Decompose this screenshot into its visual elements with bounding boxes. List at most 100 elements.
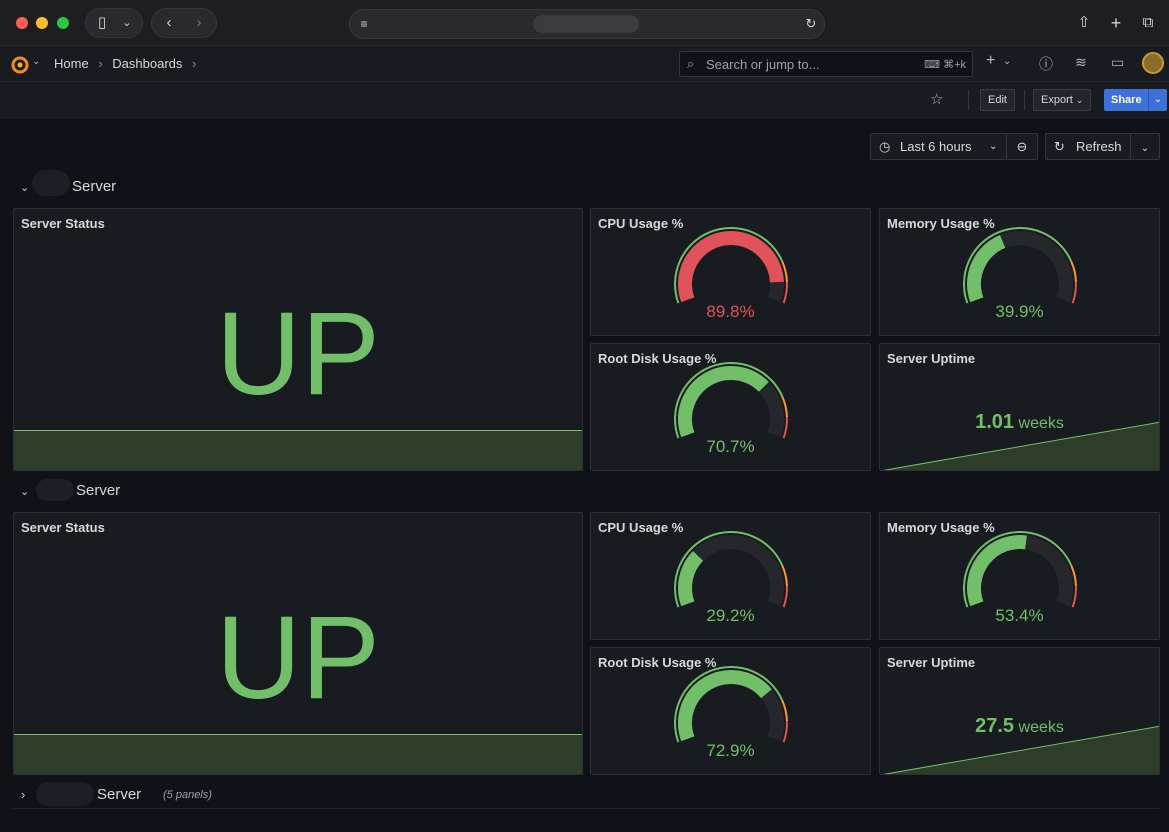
new-tab-icon[interactable]: + [1110, 13, 1122, 33]
share-button[interactable]: Share [1104, 89, 1149, 111]
search-input[interactable]: ⌕ Search or jump to... ⌨ ⌘+k [679, 51, 973, 77]
gauge-threshold [782, 586, 788, 608]
chevron-down-icon[interactable]: ⌄ [1003, 56, 1012, 67]
root-disk-usage-panel[interactable]: Root Disk Usage % 72.9% [590, 647, 871, 775]
reload-icon[interactable]: ↻ [805, 16, 817, 31]
gauge-threshold [674, 666, 784, 743]
gauge-value: 29.2% [706, 606, 755, 625]
chevron-down-icon[interactable]: ⌄ [32, 56, 41, 67]
gauge-value: 53.4% [995, 606, 1044, 625]
server-uptime-panel[interactable]: Server Uptime 27.5 weeks [879, 647, 1160, 775]
gauge-threshold [782, 417, 788, 439]
row-title[interactable]: Server [97, 786, 142, 803]
breadcrumb-home[interactable]: Home [54, 56, 89, 71]
zoom-out-icon: ⊖ [1016, 139, 1028, 154]
server-status-panel[interactable]: Server Status UP [13, 512, 583, 775]
forward-icon[interactable]: › [196, 14, 202, 31]
gauge-threshold [1070, 564, 1077, 587]
back-icon[interactable]: ‹ [166, 14, 172, 31]
search-shortcut: ⌨ ⌘+k [924, 59, 966, 71]
refresh-interval-button[interactable]: ⌄ [1130, 133, 1160, 160]
minimize-window-button[interactable] [36, 17, 48, 29]
gauge-value: 39.9% [995, 302, 1044, 321]
gauge-threshold [674, 531, 784, 608]
memory-usage-panel[interactable]: Memory Usage % 53.4% [879, 512, 1160, 640]
panel-title: CPU Usage % [598, 520, 684, 535]
server-uptime-panel[interactable]: Server Uptime 1.01 weeks [879, 343, 1160, 471]
cpu-usage-panel[interactable]: CPU Usage % 89.8% [590, 208, 871, 336]
help-icon[interactable]: ⓘ [1039, 56, 1053, 72]
panel-title: Root Disk Usage % [598, 655, 717, 670]
clock-icon: ◷ [879, 139, 891, 154]
gauge-threshold [963, 227, 1073, 304]
panel-title: Memory Usage % [887, 216, 995, 231]
refresh-label: Refresh [1076, 139, 1122, 154]
row-name-redacted [32, 170, 70, 196]
address-bar[interactable]: ≡ ↻ [349, 9, 825, 39]
user-avatar[interactable] [1142, 52, 1164, 74]
breadcrumb-dashboards[interactable]: Dashboards [112, 56, 183, 71]
gauge-threshold [963, 531, 1073, 608]
uptime-value: 1.01 weeks [975, 411, 1064, 433]
search-icon: ⌕ [687, 56, 695, 71]
row-name-redacted [36, 782, 94, 806]
gauge-chart [963, 227, 1077, 304]
chevron-down-icon: ⌄ [1153, 94, 1163, 105]
page-menu-icon: ≡ [360, 17, 368, 31]
uptime-sparkline [882, 421, 1159, 470]
row-collapse-icon[interactable]: ⌄ [20, 486, 30, 498]
breadcrumb: Home › Dashboards › [54, 56, 202, 71]
zoom-out-button[interactable]: ⊖ [1006, 133, 1038, 160]
gauge-value: 70.7% [706, 437, 755, 456]
grafana-logo-icon[interactable] [9, 54, 31, 76]
gauge-chart [674, 362, 788, 439]
gauge-fill [967, 234, 1006, 303]
gauge-chart [674, 531, 788, 608]
url-text-redacted [533, 15, 639, 33]
tab-overview-icon[interactable]: ⧉ [1142, 14, 1154, 31]
zoom-window-button[interactable] [57, 17, 69, 29]
gauge-fill [967, 535, 1027, 607]
export-button[interactable]: Export ⌄ [1033, 89, 1092, 111]
share-dropdown-button[interactable]: ⌄ [1148, 89, 1167, 111]
row-panel-count: (5 panels) [163, 789, 212, 801]
close-window-button[interactable] [16, 17, 28, 29]
toolbar-divider [968, 90, 969, 110]
gauge-threshold [781, 260, 788, 283]
gauge-threshold [674, 227, 784, 304]
breadcrumb-separator-icon: › [98, 56, 103, 71]
breadcrumb-separator-icon: › [192, 56, 197, 71]
news-feed-icon[interactable]: ≋ [1075, 54, 1087, 70]
row-expand-icon[interactable]: › [21, 787, 26, 802]
row-collapse-icon[interactable]: ⌄ [20, 182, 30, 194]
star-icon[interactable]: ☆ [930, 91, 944, 108]
add-icon[interactable]: + [986, 52, 996, 69]
grafana-top-nav: ⌄ Home › Dashboards › ⌕ Search or jump t… [0, 46, 1169, 82]
refresh-icon: ↻ [1054, 139, 1065, 154]
chevron-down-icon: ⌄ [1075, 95, 1084, 105]
kiosk-mode-icon[interactable]: ▭ [1111, 54, 1125, 70]
gauge-threshold [1070, 260, 1077, 283]
root-disk-usage-panel[interactable]: Root Disk Usage % 70.7% [590, 343, 871, 471]
sidebar-toggle-button[interactable]: ▯ ⌄ [85, 8, 143, 38]
gauge-fill [678, 670, 772, 742]
gauge-threshold [674, 362, 784, 439]
gauge-fill [678, 231, 784, 303]
gauge-value: 72.9% [706, 741, 755, 760]
server-status-panel[interactable]: Server Status UP [13, 208, 583, 471]
share-icon[interactable]: ⇧ [1077, 14, 1091, 31]
gauge-threshold [1071, 282, 1077, 304]
panel-title: CPU Usage % [598, 216, 684, 231]
panel-title: Server Status [21, 216, 105, 231]
edit-button[interactable]: Edit [980, 89, 1015, 111]
memory-usage-panel[interactable]: Memory Usage % 39.9% [879, 208, 1160, 336]
refresh-button[interactable]: ↻ Refresh [1045, 133, 1131, 160]
cpu-usage-panel[interactable]: CPU Usage % 29.2% [590, 512, 871, 640]
uptime-value: 27.5 weeks [975, 715, 1064, 737]
chevron-down-icon: ⌄ [989, 141, 998, 152]
gauge-threshold [782, 721, 788, 743]
sidebar-icon: ▯ [97, 14, 107, 31]
time-range-picker[interactable]: ◷ Last 6 hours ⌄ [870, 133, 1007, 160]
row-title[interactable]: Server [76, 482, 121, 499]
row-title[interactable]: Server [72, 178, 117, 195]
